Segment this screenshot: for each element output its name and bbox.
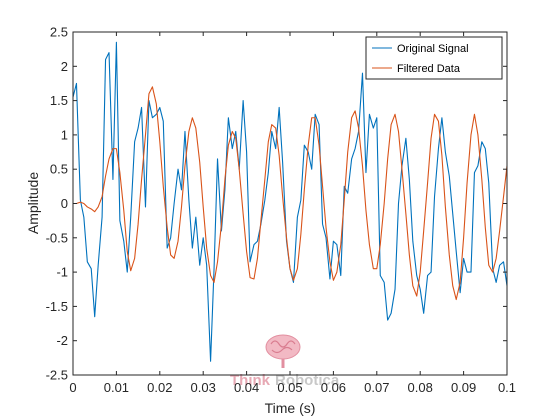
brain-icon xyxy=(265,334,301,368)
x-tick-label: 0.04 xyxy=(234,380,259,395)
x-tick-label: 0.06 xyxy=(321,380,346,395)
x-tick-label: 0.03 xyxy=(191,380,216,395)
x-tick-label: 0.02 xyxy=(147,380,172,395)
ticks-layer: 0 0.01 0.02 0.03 0.04 0.05 0.06 0.07 0.08 0.09 0.1… xyxy=(46,25,516,396)
x-tick-label: 0.01 xyxy=(104,380,129,395)
y-tick-label: 2 xyxy=(61,59,68,74)
legend-box xyxy=(365,36,503,80)
y-tick-label: -2.5 xyxy=(46,368,68,383)
watermark-robotica-text: Robotica xyxy=(275,372,340,389)
x-tick-label: 0.08 xyxy=(408,380,433,395)
y-tick-label: 0.5 xyxy=(50,162,68,177)
x-tick-label: 0 xyxy=(69,380,76,395)
y-axis-label: Amplitude xyxy=(25,172,41,234)
legend-label-original: Original Signal xyxy=(397,43,469,55)
x-axis-label: Time (s) xyxy=(265,400,316,416)
watermark-think-text: Think xyxy=(230,372,271,389)
x-tick-label: 0.05 xyxy=(277,380,302,395)
y-tick-label: -2 xyxy=(56,333,68,348)
y-tick-label: 1 xyxy=(61,127,68,142)
plot-area xyxy=(73,32,507,375)
y-tick-label: -1 xyxy=(56,265,68,280)
y-tick-label: -0.5 xyxy=(46,230,68,245)
series-layer xyxy=(72,41,508,362)
x-tick-label: 0.1 xyxy=(498,380,516,395)
watermark: Think Robotica xyxy=(230,334,340,389)
legend-label-filtered: Filtered Data xyxy=(397,63,461,75)
legend: Original Signal Filtered Data xyxy=(365,36,503,80)
y-tick-label: 1.5 xyxy=(50,93,68,108)
y-tick-label: 0 xyxy=(61,196,68,211)
x-tick-label: 0.07 xyxy=(364,380,389,395)
y-tick-label: -1.5 xyxy=(46,299,68,314)
y-tick-label: 2.5 xyxy=(50,25,68,40)
x-tick-label: 0.09 xyxy=(451,380,476,395)
series-filtered-data-line xyxy=(73,86,508,301)
